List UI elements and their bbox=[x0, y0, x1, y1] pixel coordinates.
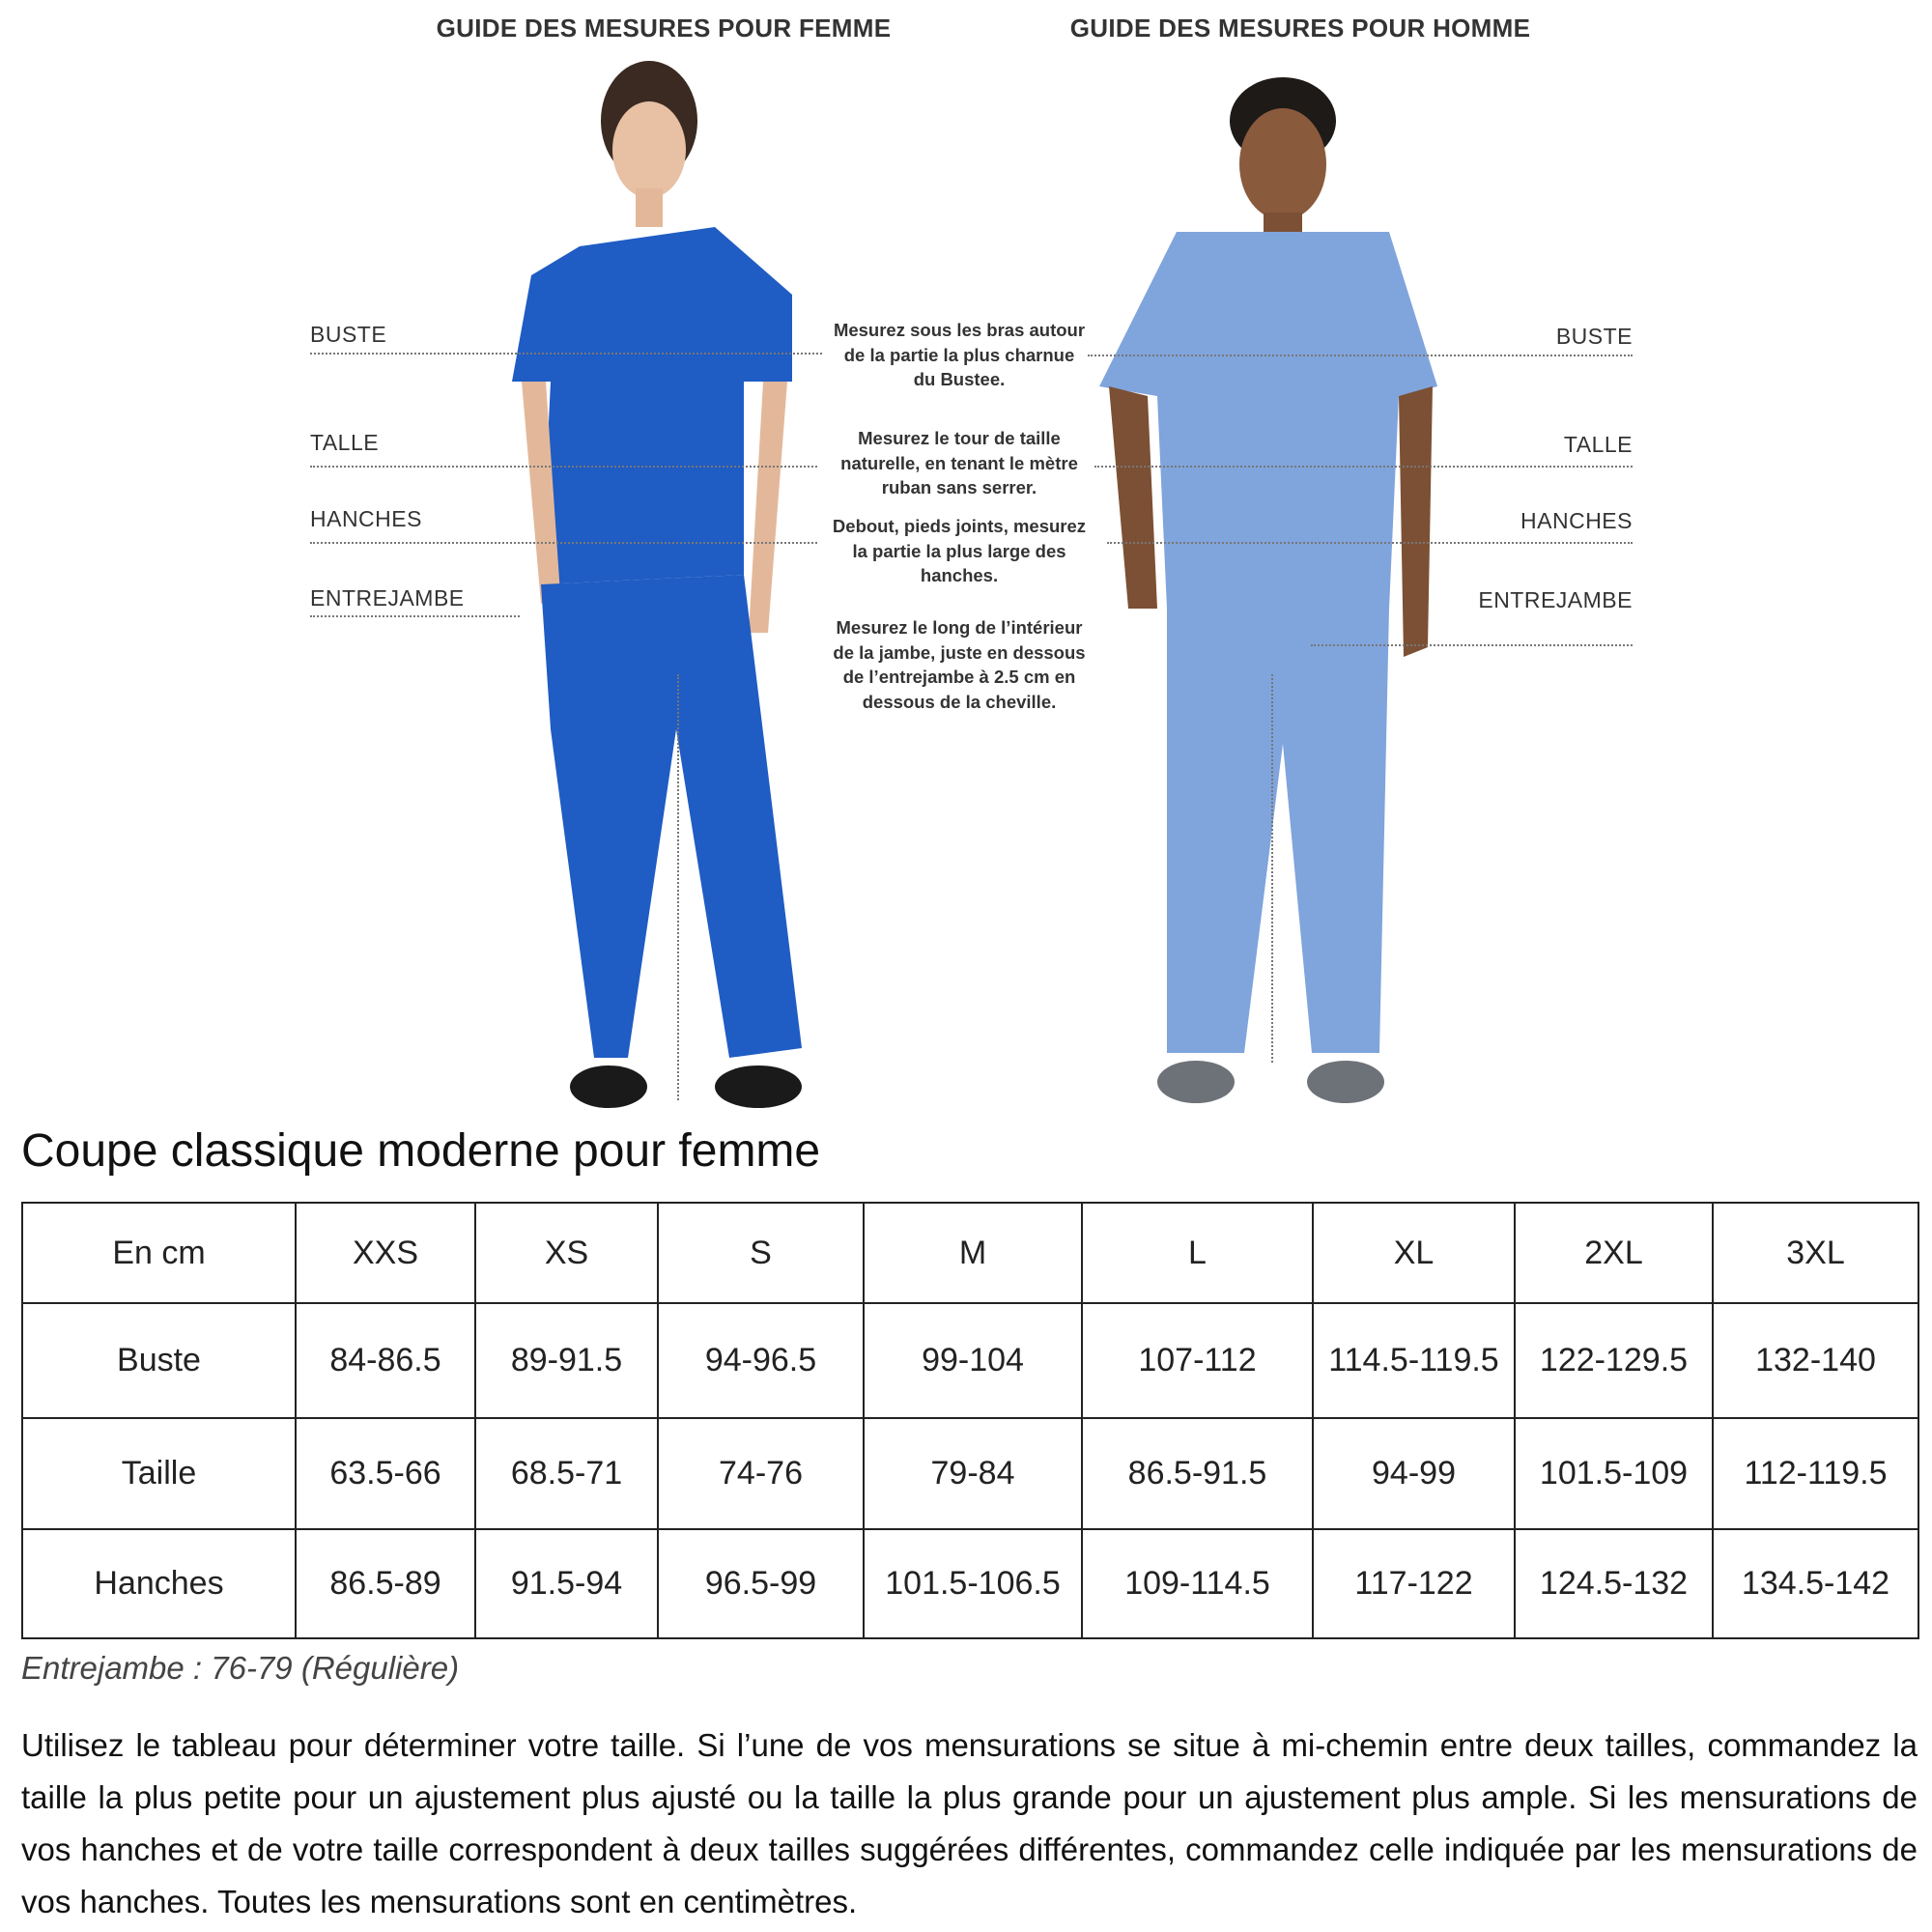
bust-instruction: Mesurez sous les bras autour de la parti… bbox=[814, 318, 1104, 392]
male-inseam-line bbox=[1311, 644, 1633, 646]
header-cell: 2XL bbox=[1514, 1202, 1714, 1304]
instruction-line: dessous de la cheville. bbox=[862, 691, 1057, 712]
table-cell: 84-86.5 bbox=[295, 1302, 476, 1419]
male-hips-line bbox=[1107, 542, 1633, 544]
male-inseam-vertical-line bbox=[1271, 674, 1273, 1063]
table-cell: 114.5-119.5 bbox=[1312, 1302, 1516, 1419]
male-model-image bbox=[1099, 77, 1437, 1103]
header-cell: XXS bbox=[295, 1202, 476, 1304]
table-cell: 63.5-66 bbox=[295, 1417, 476, 1530]
table-row: Hanches 86.5-89 91.5-94 96.5-99 101.5-10… bbox=[21, 1528, 1919, 1639]
female-inseam-vertical-line bbox=[677, 674, 679, 1100]
paragraph-line: Utilisez le tableau pour déterminer votr… bbox=[21, 1727, 1918, 1763]
table-header-row: En cm XXS XS S M L XL 2XL 3XL bbox=[21, 1202, 1919, 1304]
table-cell: 79-84 bbox=[863, 1417, 1083, 1530]
row-label: Buste bbox=[21, 1302, 297, 1419]
row-label: Hanches bbox=[21, 1528, 297, 1639]
female-inseam-line bbox=[310, 615, 520, 617]
waist-instruction: Mesurez le tour de taille naturelle, en … bbox=[814, 426, 1104, 500]
table-cell: 74-76 bbox=[657, 1417, 865, 1530]
female-model-image bbox=[512, 61, 802, 1108]
table-cell: 91.5-94 bbox=[474, 1528, 659, 1639]
section-title: Coupe classique moderne pour femme bbox=[21, 1125, 821, 1177]
table-cell: 134.5-142 bbox=[1712, 1528, 1919, 1639]
instruction-line: hanches. bbox=[920, 565, 999, 586]
male-guide-title: GUIDE DES MESURES POUR HOMME bbox=[1069, 14, 1531, 43]
table-cell: 122-129.5 bbox=[1514, 1302, 1714, 1419]
header-cell: L bbox=[1081, 1202, 1314, 1304]
female-bust-label: BUSTE bbox=[310, 322, 387, 347]
header-cell: 3XL bbox=[1712, 1202, 1919, 1304]
paragraph-line: vos hanches. Toutes les mensurations son… bbox=[21, 1884, 858, 1919]
table-cell: 94-96.5 bbox=[657, 1302, 865, 1419]
male-bust-label: BUSTE bbox=[1555, 324, 1633, 349]
table-cell: 109-114.5 bbox=[1081, 1528, 1314, 1639]
paragraph-line: vos hanches et de votre taille correspon… bbox=[21, 1832, 1918, 1867]
male-waist-line bbox=[1094, 466, 1633, 468]
table-cell: 86.5-89 bbox=[295, 1528, 476, 1639]
header-cell: S bbox=[657, 1202, 865, 1304]
hips-instruction: Debout, pieds joints, mesurez la partie … bbox=[814, 514, 1104, 588]
male-inseam-label: ENTREJAMBE bbox=[1478, 587, 1633, 612]
table-cell: 124.5-132 bbox=[1514, 1528, 1714, 1639]
table-cell: 117-122 bbox=[1312, 1528, 1516, 1639]
female-hips-line bbox=[310, 542, 817, 544]
instruction-line: Mesurez sous les bras autour bbox=[833, 320, 1086, 340]
instruction-line: naturelle, en tenant le mètre bbox=[840, 452, 1078, 473]
table-cell: 101.5-109 bbox=[1514, 1417, 1714, 1530]
size-advice-paragraph: Utilisez le tableau pour déterminer votr… bbox=[21, 1719, 1918, 1928]
inseam-note: Entrejambe : 76-79 (Régulière) bbox=[21, 1650, 460, 1686]
table-cell: 94-99 bbox=[1312, 1417, 1516, 1530]
female-hips-label: HANCHES bbox=[310, 506, 422, 531]
inseam-instruction: Mesurez le long de l’intérieur de la jam… bbox=[814, 615, 1104, 714]
instruction-line: Mesurez le long de l’intérieur bbox=[836, 617, 1083, 638]
instruction-line: Mesurez le tour de taille bbox=[858, 428, 1061, 448]
table-cell: 101.5-106.5 bbox=[863, 1528, 1083, 1639]
table-cell: 99-104 bbox=[863, 1302, 1083, 1419]
instruction-line: Debout, pieds joints, mesurez bbox=[832, 516, 1087, 536]
row-label: Taille bbox=[21, 1417, 297, 1530]
female-inseam-label: ENTREJAMBE bbox=[310, 585, 465, 611]
instruction-line: de l’entrejambe à 2.5 cm en bbox=[842, 667, 1076, 688]
header-cell: M bbox=[863, 1202, 1083, 1304]
male-bust-line bbox=[1088, 355, 1633, 356]
table-row: Buste 84-86.5 89-91.5 94-96.5 99-104 107… bbox=[21, 1302, 1919, 1419]
female-guide-title: GUIDE DES MESURES POUR FEMME bbox=[436, 14, 892, 43]
table-cell: 86.5-91.5 bbox=[1081, 1417, 1314, 1530]
female-waist-label: TALLE bbox=[310, 430, 380, 455]
table-cell: 107-112 bbox=[1081, 1302, 1314, 1419]
size-table: En cm XXS XS S M L XL 2XL 3XL Buste 84-8… bbox=[21, 1202, 1919, 1639]
table-row: Taille 63.5-66 68.5-71 74-76 79-84 86.5-… bbox=[21, 1417, 1919, 1530]
instruction-line: de la partie la plus charnue bbox=[843, 344, 1075, 365]
table-cell: 132-140 bbox=[1712, 1302, 1919, 1419]
instruction-line: la partie la plus large des bbox=[852, 540, 1066, 561]
table-cell: 96.5-99 bbox=[657, 1528, 865, 1639]
header-cell: XL bbox=[1312, 1202, 1516, 1304]
header-cell: En cm bbox=[21, 1202, 297, 1304]
table-cell: 112-119.5 bbox=[1712, 1417, 1919, 1530]
male-waist-label: TALLE bbox=[1563, 432, 1633, 457]
instruction-line: du Bustee. bbox=[913, 369, 1006, 390]
instruction-line: ruban sans serrer. bbox=[881, 477, 1037, 498]
instruction-line: de la jambe, juste en dessous bbox=[833, 641, 1086, 663]
female-waist-line bbox=[310, 466, 817, 468]
table-cell: 68.5-71 bbox=[474, 1417, 659, 1530]
table-cell: 89-91.5 bbox=[474, 1302, 659, 1419]
header-cell: XS bbox=[474, 1202, 659, 1304]
female-bust-line bbox=[310, 353, 822, 355]
paragraph-line: taille la plus petite pour un ajustement… bbox=[21, 1779, 1918, 1815]
male-hips-label: HANCHES bbox=[1520, 508, 1633, 533]
